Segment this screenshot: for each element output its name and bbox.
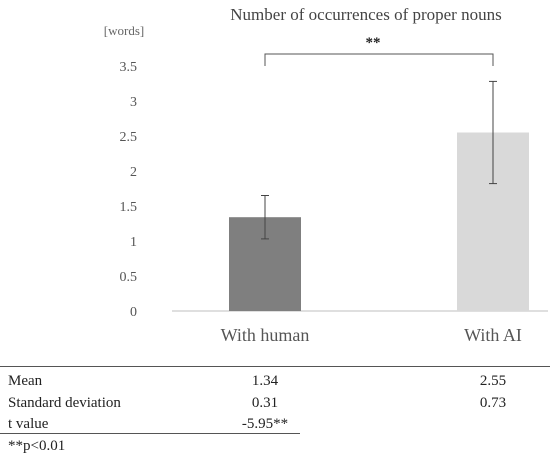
table-cell: -5.95**: [241, 416, 289, 432]
y-tick-label: 3.5: [120, 60, 138, 75]
y-tick-label: 0: [130, 305, 137, 320]
x-category-label: With AI: [464, 325, 522, 345]
bar-chart: Number of occurrences of proper nouns [w…: [104, 5, 548, 345]
significance-marker: **: [366, 35, 381, 51]
table-row-label: Mean: [8, 373, 43, 389]
y-tick-label: 2.5: [120, 130, 138, 145]
significance-bracket: [264, 53, 494, 66]
table-cell: 0.73: [479, 395, 507, 411]
table-cell: 2.55: [479, 373, 507, 389]
table-row-label: Standard deviation: [8, 395, 121, 411]
chart-title: Number of occurrences of proper nouns: [230, 5, 501, 24]
table-row-label: t value: [8, 416, 49, 432]
y-tick-label: 0.5: [120, 270, 138, 285]
y-axis-unit-label: [words]: [104, 23, 144, 38]
x-category-label: With human: [221, 325, 310, 345]
table-cell: 0.31: [251, 395, 279, 411]
y-tick-label: 2: [130, 165, 137, 180]
y-tick-label: 3: [130, 95, 137, 110]
y-tick-label: 1.5: [120, 200, 138, 215]
table-cell: 1.34: [251, 373, 279, 389]
table-top-rule: [0, 366, 550, 367]
footnote: **p<0.01: [8, 438, 66, 454]
y-tick-label: 1: [130, 235, 137, 250]
table-bottom-rule: [0, 433, 300, 434]
